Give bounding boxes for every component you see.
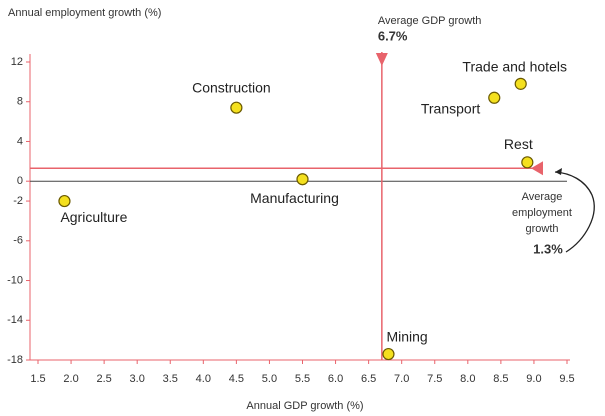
y-tick-label: -2 (13, 195, 23, 207)
point (58, 194, 71, 208)
arrow-head (555, 168, 562, 175)
x-tick-label: 8.5 (493, 373, 508, 385)
x-tick-label: 2.0 (63, 373, 78, 385)
x-tick-label: 3.0 (130, 373, 145, 385)
point-label: Trade and hotels (462, 59, 567, 75)
point-label: Mining (386, 329, 427, 345)
x-tick-label: 5.5 (295, 373, 310, 385)
x-reference-text: Average GDP growth (378, 15, 482, 27)
x-tick-label: 6.0 (328, 373, 343, 385)
y-tick-label: -10 (7, 274, 23, 286)
y-reference-marker (531, 161, 543, 176)
y-tick-label: 0 (17, 175, 23, 187)
y-reference-text: Average (522, 191, 563, 203)
y-reference-text: employment (512, 207, 572, 219)
x-tick-label: 9.0 (526, 373, 541, 385)
x-tick-label: 7.5 (427, 373, 442, 385)
x-tick-label: 7.0 (394, 373, 409, 385)
y-tick-label: -6 (13, 235, 23, 247)
point-label: Agriculture (60, 209, 127, 225)
x-tick-label: 8.0 (460, 373, 475, 385)
x-tick-label: 3.5 (163, 373, 178, 385)
y-tick-label: 4 (17, 135, 23, 147)
point-label: Transport (421, 100, 481, 116)
x-tick-label: 2.5 (96, 373, 111, 385)
x-tick-label: 1.5 (30, 373, 45, 385)
y-reference-text: growth (525, 223, 558, 235)
point (230, 101, 243, 114)
x-tick-label: 4.5 (229, 373, 244, 385)
point (521, 156, 534, 169)
x-reference-value: 6.7% (378, 28, 408, 43)
point (514, 77, 527, 90)
point (296, 173, 309, 186)
x-tick-label: 6.5 (361, 373, 376, 385)
y-tick-label: -14 (7, 314, 23, 326)
x-reference-marker (375, 53, 388, 66)
point (382, 347, 395, 361)
x-tick-label: 9.5 (559, 373, 574, 385)
x-axis-label: Annual GDP growth (%) (246, 400, 363, 412)
point-label: Rest (504, 136, 533, 152)
chart-title: Annual employment growth (%) (8, 7, 161, 19)
y-reference-value: 1.3% (533, 241, 563, 256)
y-tick-label: -18 (7, 354, 23, 366)
point (488, 91, 501, 104)
x-tick-label: 4.0 (196, 373, 211, 385)
y-tick-label: 8 (17, 96, 23, 108)
point-label: Manufacturing (250, 190, 339, 206)
y-tick-label: 12 (11, 56, 23, 68)
annotation-arrow (554, 171, 595, 253)
point-label: Construction (192, 79, 271, 95)
x-tick-label: 5.0 (262, 373, 277, 385)
